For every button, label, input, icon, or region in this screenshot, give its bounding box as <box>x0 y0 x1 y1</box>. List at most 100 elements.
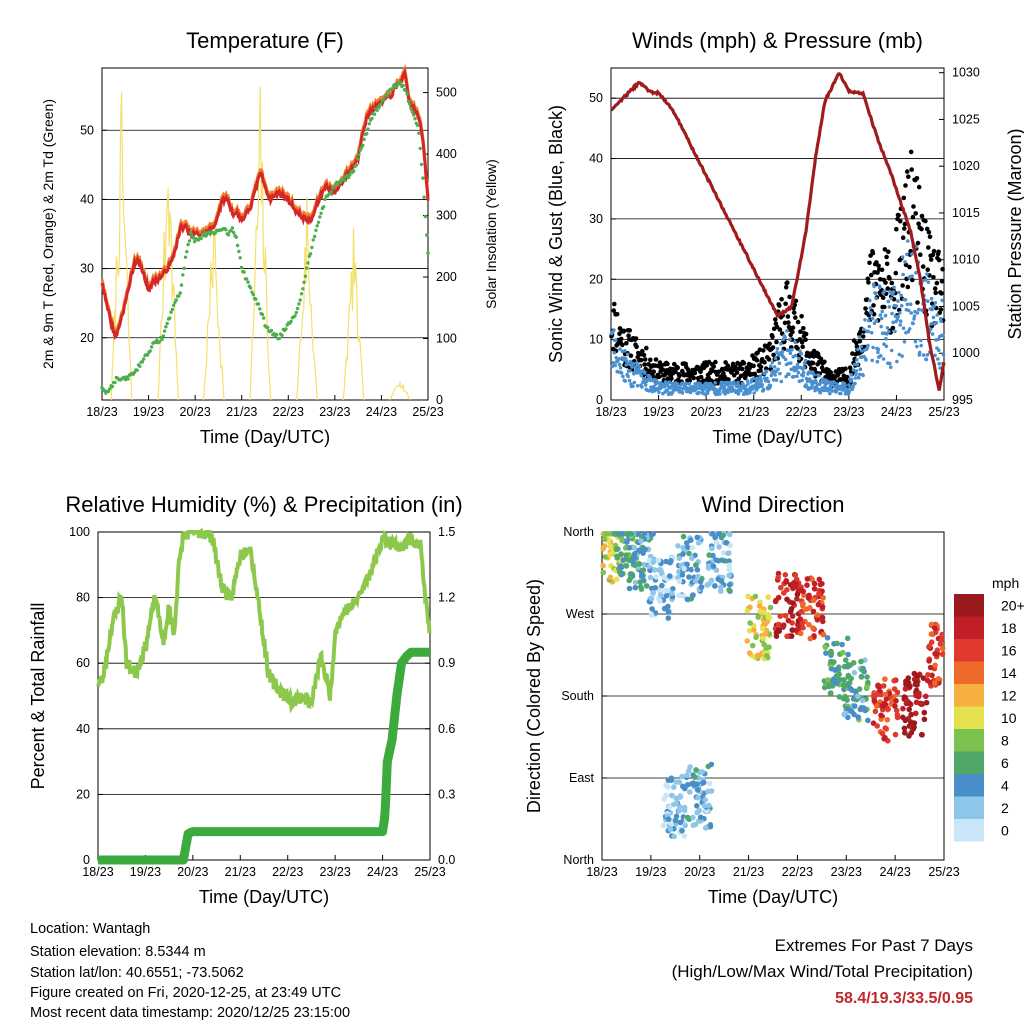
direction-point <box>689 544 696 551</box>
direction-point <box>726 558 732 564</box>
dewpoint-point <box>242 270 246 274</box>
sonic-wind-point <box>859 349 864 353</box>
sonic-wind-point <box>795 374 799 379</box>
direction-point <box>932 650 938 657</box>
y2-tick-label: 100 <box>436 332 457 346</box>
gust-point <box>770 334 775 340</box>
direction-point <box>844 635 851 642</box>
direction-point <box>719 557 725 563</box>
solar-insolation-line <box>342 227 365 401</box>
gust-point <box>812 366 817 372</box>
y2-tick-label: 1020 <box>952 159 980 173</box>
gust-point <box>790 325 796 331</box>
gust-point <box>734 370 740 375</box>
dewpoint-point <box>226 233 231 237</box>
gust-point <box>927 234 933 240</box>
sonic-wind-point <box>797 356 801 361</box>
direction-point <box>760 635 767 642</box>
gust-point <box>633 336 639 341</box>
direction-point <box>794 596 800 602</box>
dewpoint-point <box>314 228 318 232</box>
dewpoint-point <box>322 205 326 209</box>
direction-point <box>619 537 625 544</box>
sonic-wind-point <box>889 348 894 353</box>
solar-insolation-line <box>389 380 411 401</box>
sonic-wind-point <box>648 375 652 379</box>
gust-point <box>621 328 627 334</box>
legend-swatch <box>954 774 984 797</box>
sonic-wind-point <box>765 376 769 381</box>
direction-point <box>694 781 700 787</box>
direction-point <box>926 658 932 664</box>
sonic-wind-point <box>631 361 636 366</box>
sonic-wind-point <box>768 383 773 388</box>
direction-point <box>726 550 732 556</box>
gust-point <box>758 364 764 370</box>
direction-point <box>680 593 687 599</box>
dewpoint-point <box>294 310 298 315</box>
x-tick-label: 23/23 <box>831 865 862 879</box>
gust-point <box>785 314 791 319</box>
direction-point <box>834 666 840 673</box>
direction-point <box>843 657 849 663</box>
direction-point <box>627 575 634 581</box>
gust-point <box>653 357 659 362</box>
sonic-wind-point <box>937 361 941 366</box>
sonic-wind-point <box>775 350 779 355</box>
direction-point <box>618 551 624 557</box>
sonic-wind-point <box>937 348 941 353</box>
y2-tick-label: 1015 <box>952 206 980 220</box>
direction-point <box>894 712 901 718</box>
sonic-wind-point <box>885 326 890 330</box>
direction-point <box>878 712 884 719</box>
sonic-wind-point <box>736 380 740 385</box>
sonic-wind-point <box>667 380 672 385</box>
sonic-wind-point <box>818 382 822 387</box>
gust-point <box>800 344 805 350</box>
direction-point <box>806 621 812 628</box>
dewpoint-point <box>348 173 352 177</box>
sonic-wind-point <box>797 379 802 384</box>
sonic-wind-point <box>849 377 854 382</box>
direction-point <box>702 825 709 831</box>
gust-point <box>901 195 907 201</box>
sonic-wind-point <box>900 354 904 358</box>
x-tick-label: 24/23 <box>367 865 398 879</box>
sonic-wind-point <box>888 361 892 366</box>
direction-point <box>847 662 854 668</box>
direction-point <box>874 723 880 729</box>
direction-point <box>823 650 829 656</box>
sonic-wind-point <box>902 340 907 344</box>
sonic-wind-point <box>938 366 942 370</box>
sonic-wind-point <box>801 374 805 378</box>
dewpoint-point <box>408 102 412 106</box>
gust-point <box>770 345 776 350</box>
sonic-wind-point <box>843 383 847 388</box>
sonic-wind-point <box>880 309 884 314</box>
direction-point <box>623 552 629 558</box>
panel-title: Wind Direction <box>701 492 844 517</box>
sonic-wind-point <box>739 388 743 393</box>
direction-point <box>884 717 891 723</box>
gust-point <box>857 338 863 344</box>
gust-point <box>909 167 914 172</box>
sonic-wind-point <box>914 271 918 275</box>
dewpoint-point <box>410 110 415 114</box>
direction-point <box>882 676 888 682</box>
sonic-wind-point <box>789 361 793 365</box>
direction-point <box>811 586 818 592</box>
sonic-wind-point <box>886 299 891 304</box>
y-tick-label: 10 <box>589 333 603 347</box>
dewpoint-point <box>251 292 255 297</box>
sonic-wind-point <box>868 298 872 303</box>
sonic-wind-point <box>936 337 941 342</box>
sonic-wind-point <box>633 365 638 369</box>
gust-point <box>926 245 931 250</box>
x-tick-label: 25/23 <box>414 865 445 879</box>
direction-point <box>726 562 732 569</box>
direction-point <box>694 787 701 793</box>
sonic-wind-point <box>777 361 782 366</box>
direction-point <box>882 691 889 698</box>
sonic-wind-point <box>730 385 735 390</box>
direction-point <box>767 604 774 611</box>
